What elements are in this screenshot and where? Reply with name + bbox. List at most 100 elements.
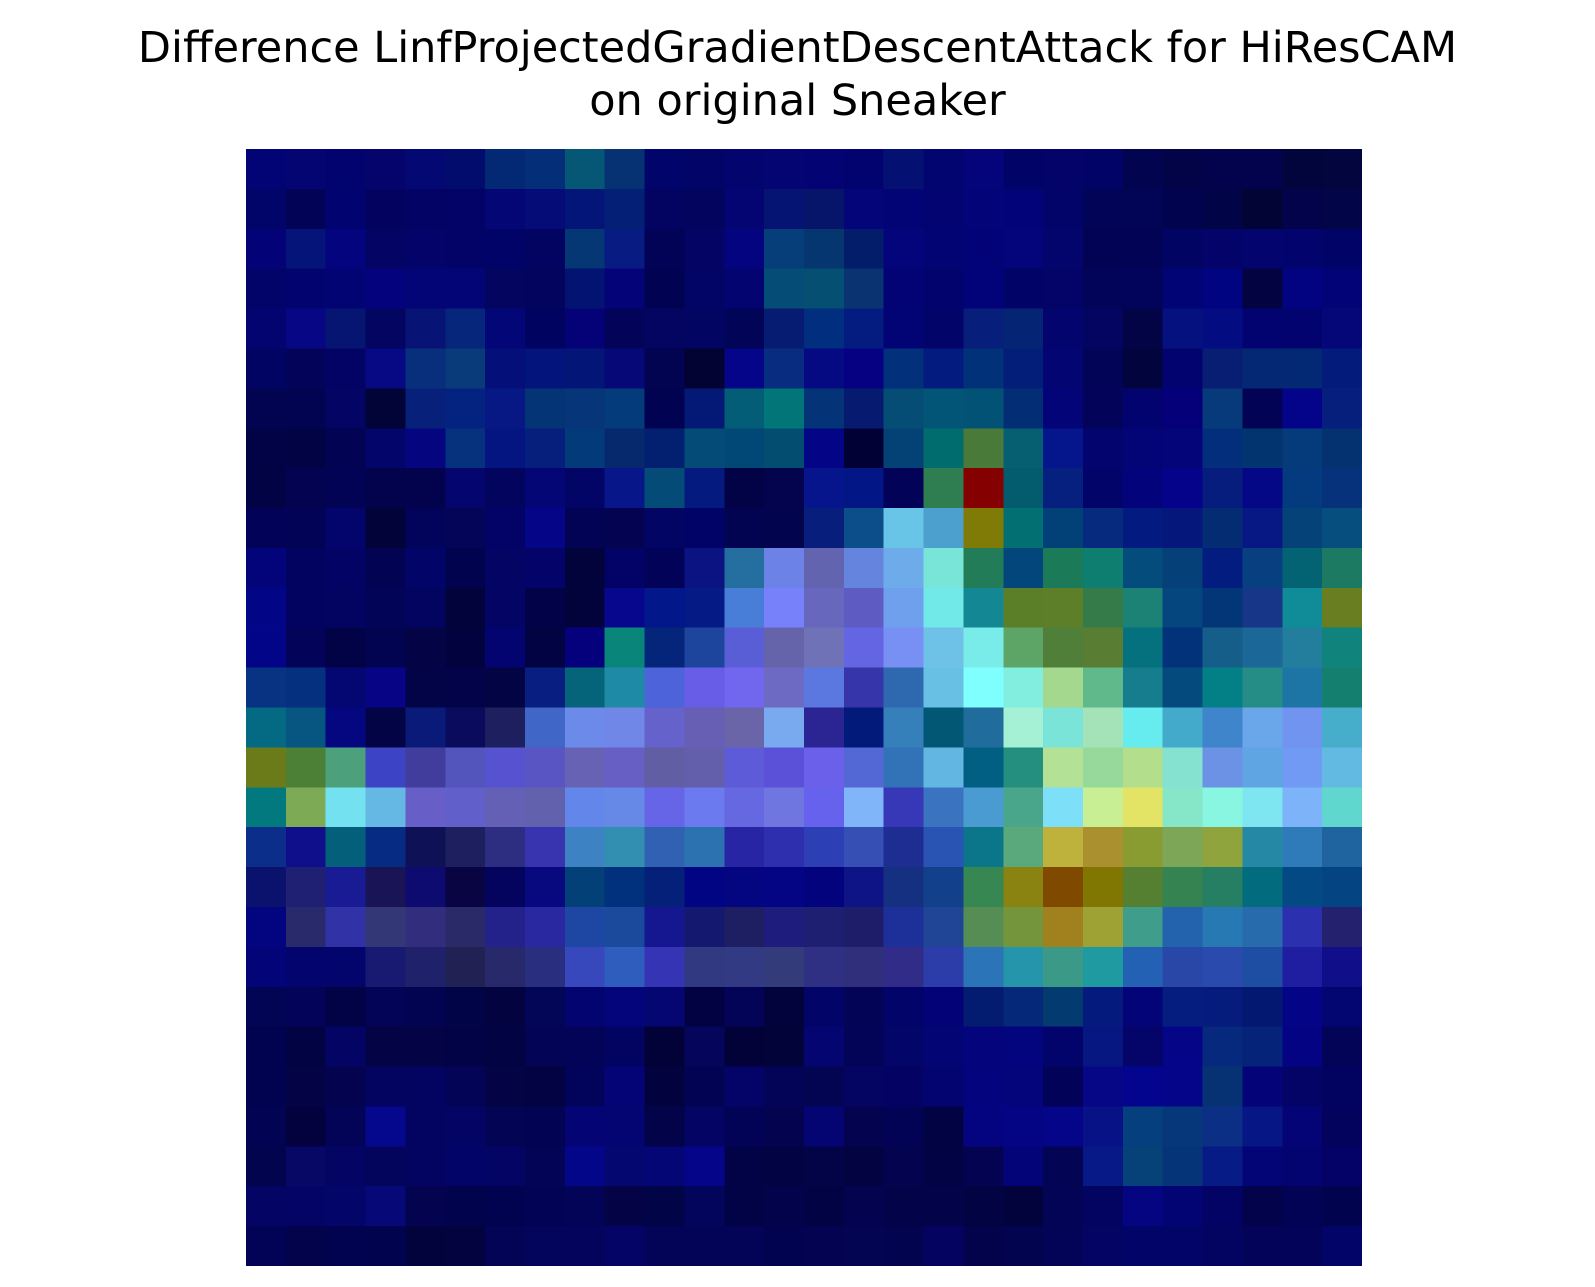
heatmap-cell (764, 627, 805, 669)
heatmap-cell (246, 428, 287, 469)
heatmap-cell (804, 707, 845, 749)
heatmap-cell (525, 986, 566, 1028)
heatmap-cell (1162, 906, 1204, 948)
heatmap-cell (804, 308, 845, 350)
heatmap-cell (564, 906, 606, 948)
heatmap-cell (564, 747, 606, 789)
heatmap-cell (724, 747, 765, 789)
heatmap-cell (325, 986, 367, 1028)
heatmap-cell (525, 787, 566, 828)
heatmap-cell (724, 1026, 765, 1068)
heatmap-cell (1162, 707, 1204, 749)
heatmap-cell (564, 149, 606, 190)
heatmap-cell (525, 348, 566, 390)
heatmap-cell (1282, 906, 1323, 948)
heatmap-cell (325, 627, 367, 669)
heatmap-cell (1043, 986, 1084, 1028)
heatmap-cell (804, 906, 845, 948)
heatmap-cell (365, 1066, 407, 1108)
heatmap-cell (1202, 149, 1244, 190)
heatmap-cell (405, 428, 447, 469)
heatmap-cell (764, 707, 805, 749)
heatmap-cell (1043, 787, 1084, 828)
heatmap-cell (764, 547, 805, 589)
heatmap-cell (804, 428, 845, 469)
heatmap-cell (604, 348, 646, 390)
heatmap-cell (963, 428, 1005, 469)
heatmap-cell (804, 667, 845, 709)
heatmap-cell (1162, 1226, 1204, 1266)
heatmap-cell (285, 627, 327, 669)
heatmap-cell (1162, 428, 1204, 469)
heatmap-cell (1322, 1226, 1362, 1266)
heatmap-cell (285, 827, 327, 868)
heatmap-cell (1242, 388, 1284, 430)
heatmap-cell (1242, 348, 1284, 390)
heatmap-cell (1282, 149, 1323, 190)
heatmap-cell (963, 587, 1005, 629)
heatmap-cell (525, 468, 566, 509)
heatmap-cell (883, 827, 925, 868)
heatmap-cell (246, 627, 287, 669)
heatmap-cell (485, 228, 526, 270)
heatmap-cell (445, 707, 486, 749)
heatmap-cell (325, 906, 367, 948)
heatmap-cell (445, 1106, 486, 1148)
heatmap-cell (564, 707, 606, 749)
heatmap-cell (764, 149, 805, 190)
heatmap-cell (604, 747, 646, 789)
heatmap-cell (365, 1146, 407, 1188)
heatmap-cell (365, 348, 407, 390)
heatmap-cell (1083, 587, 1124, 629)
heatmap-cell (485, 388, 526, 430)
heatmap-cell (804, 268, 845, 310)
heatmap-cell (1202, 468, 1244, 509)
heatmap-cell (883, 547, 925, 589)
heatmap-cell (1003, 308, 1044, 350)
heatmap-cell (1083, 827, 1124, 868)
heatmap-cell (963, 627, 1005, 669)
heatmap-cell (525, 667, 566, 709)
heatmap-cell (525, 747, 566, 789)
heatmap-cell (604, 867, 646, 908)
heatmap-cell (285, 1226, 327, 1266)
heatmap-cell (1162, 667, 1204, 709)
heatmap-cell (804, 188, 845, 230)
heatmap-cell (963, 1226, 1005, 1266)
heatmap-cell (923, 268, 965, 310)
heatmap-cell (1083, 308, 1124, 350)
heatmap-cell (485, 547, 526, 589)
heatmap-cell (684, 1226, 726, 1266)
heatmap-cell (1003, 428, 1044, 469)
heatmap-cell (1282, 1186, 1323, 1227)
heatmap-cell (684, 1146, 726, 1188)
heatmap-cell (923, 1026, 965, 1068)
heatmap-cell (485, 1066, 526, 1108)
heatmap-cell (564, 986, 606, 1028)
heatmap-cell (604, 1066, 646, 1108)
heatmap-cell (883, 228, 925, 270)
heatmap-cell (1003, 547, 1044, 589)
heatmap-cell (923, 468, 965, 509)
heatmap-cell (325, 308, 367, 350)
heatmap-cell (644, 1146, 686, 1188)
heatmap-cell (1003, 747, 1044, 789)
heatmap-cell (883, 268, 925, 310)
heatmap-cell (405, 627, 447, 669)
heatmap-cell (445, 747, 486, 789)
heatmap-cell (445, 1146, 486, 1188)
heatmap-cell (285, 1146, 327, 1188)
heatmap-cell (1083, 188, 1124, 230)
heatmap-cell (485, 1186, 526, 1227)
heatmap-cell (724, 428, 765, 469)
heatmap-cell (1122, 547, 1164, 589)
heatmap-cell (1122, 986, 1164, 1028)
heatmap-cell (325, 547, 367, 589)
heatmap-cell (1322, 587, 1362, 629)
heatmap-cell (604, 428, 646, 469)
heatmap-cell (525, 388, 566, 430)
heatmap-cell (485, 348, 526, 390)
heatmap-cell (923, 547, 965, 589)
heatmap-cell (1322, 348, 1362, 390)
heatmap-cell (246, 508, 287, 549)
